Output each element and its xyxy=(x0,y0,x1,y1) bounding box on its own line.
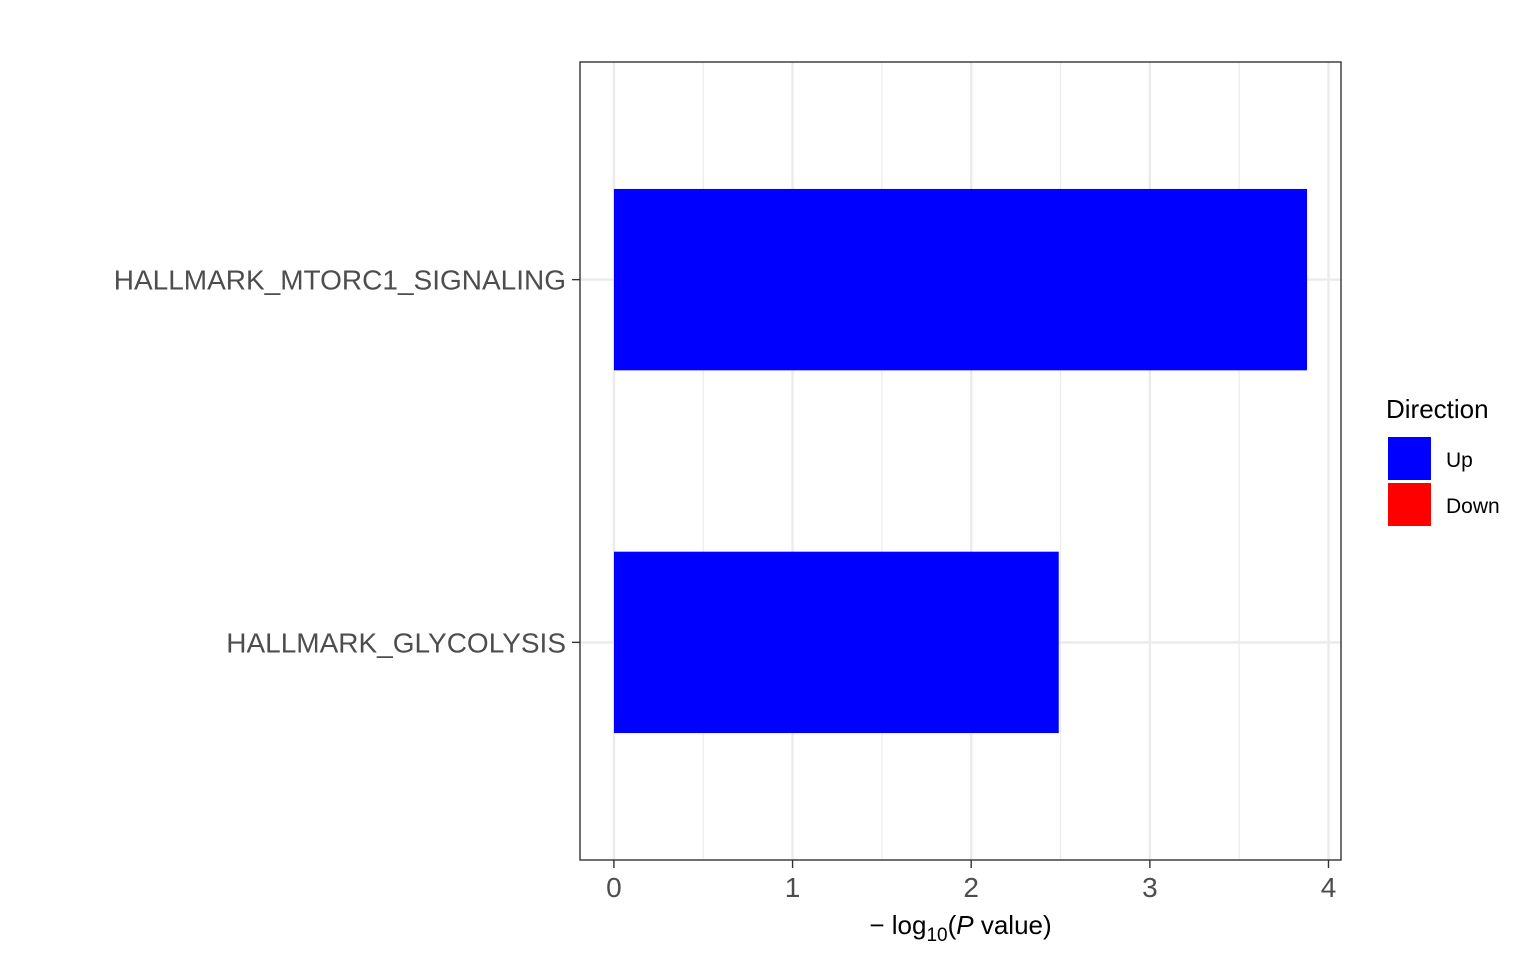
x-axis-title-subscript: 10 xyxy=(926,925,947,946)
x-axis-title-open: ( xyxy=(948,910,957,940)
y-tick-label: HALLMARK_GLYCOLYSIS xyxy=(226,627,566,658)
x-tick-label: 2 xyxy=(963,872,979,903)
bars xyxy=(613,188,1308,734)
x-tick-label: 3 xyxy=(1142,872,1158,903)
legend: Direction Up Down xyxy=(1386,394,1500,526)
x-tick-label: 1 xyxy=(785,872,801,903)
x-tick-label: 4 xyxy=(1321,872,1337,903)
legend-key xyxy=(1388,437,1431,480)
x-tick-label: 0 xyxy=(606,872,622,903)
legend-key xyxy=(1388,483,1431,526)
x-axis-title-suffix: value) xyxy=(974,910,1052,940)
panel-border xyxy=(579,61,1342,861)
y-axis: HALLMARK_MTORC1_SIGNALING HALLMARK_GLYCOL… xyxy=(114,265,580,658)
x-axis: 0 1 2 3 4 xyxy=(606,860,1336,903)
major-gridlines xyxy=(580,62,1341,860)
y-tick-label: HALLMARK_MTORC1_SIGNALING xyxy=(114,265,566,296)
x-axis-title-italic: P xyxy=(956,910,974,940)
legend-title: Direction xyxy=(1386,394,1489,424)
bar xyxy=(613,188,1308,371)
bar xyxy=(613,551,1059,734)
x-axis-title: − log10(P value) xyxy=(869,910,1051,946)
x-axis-title-prefix: − log xyxy=(869,910,926,940)
legend-label: Up xyxy=(1446,449,1473,472)
legend-label: Down xyxy=(1446,495,1500,518)
